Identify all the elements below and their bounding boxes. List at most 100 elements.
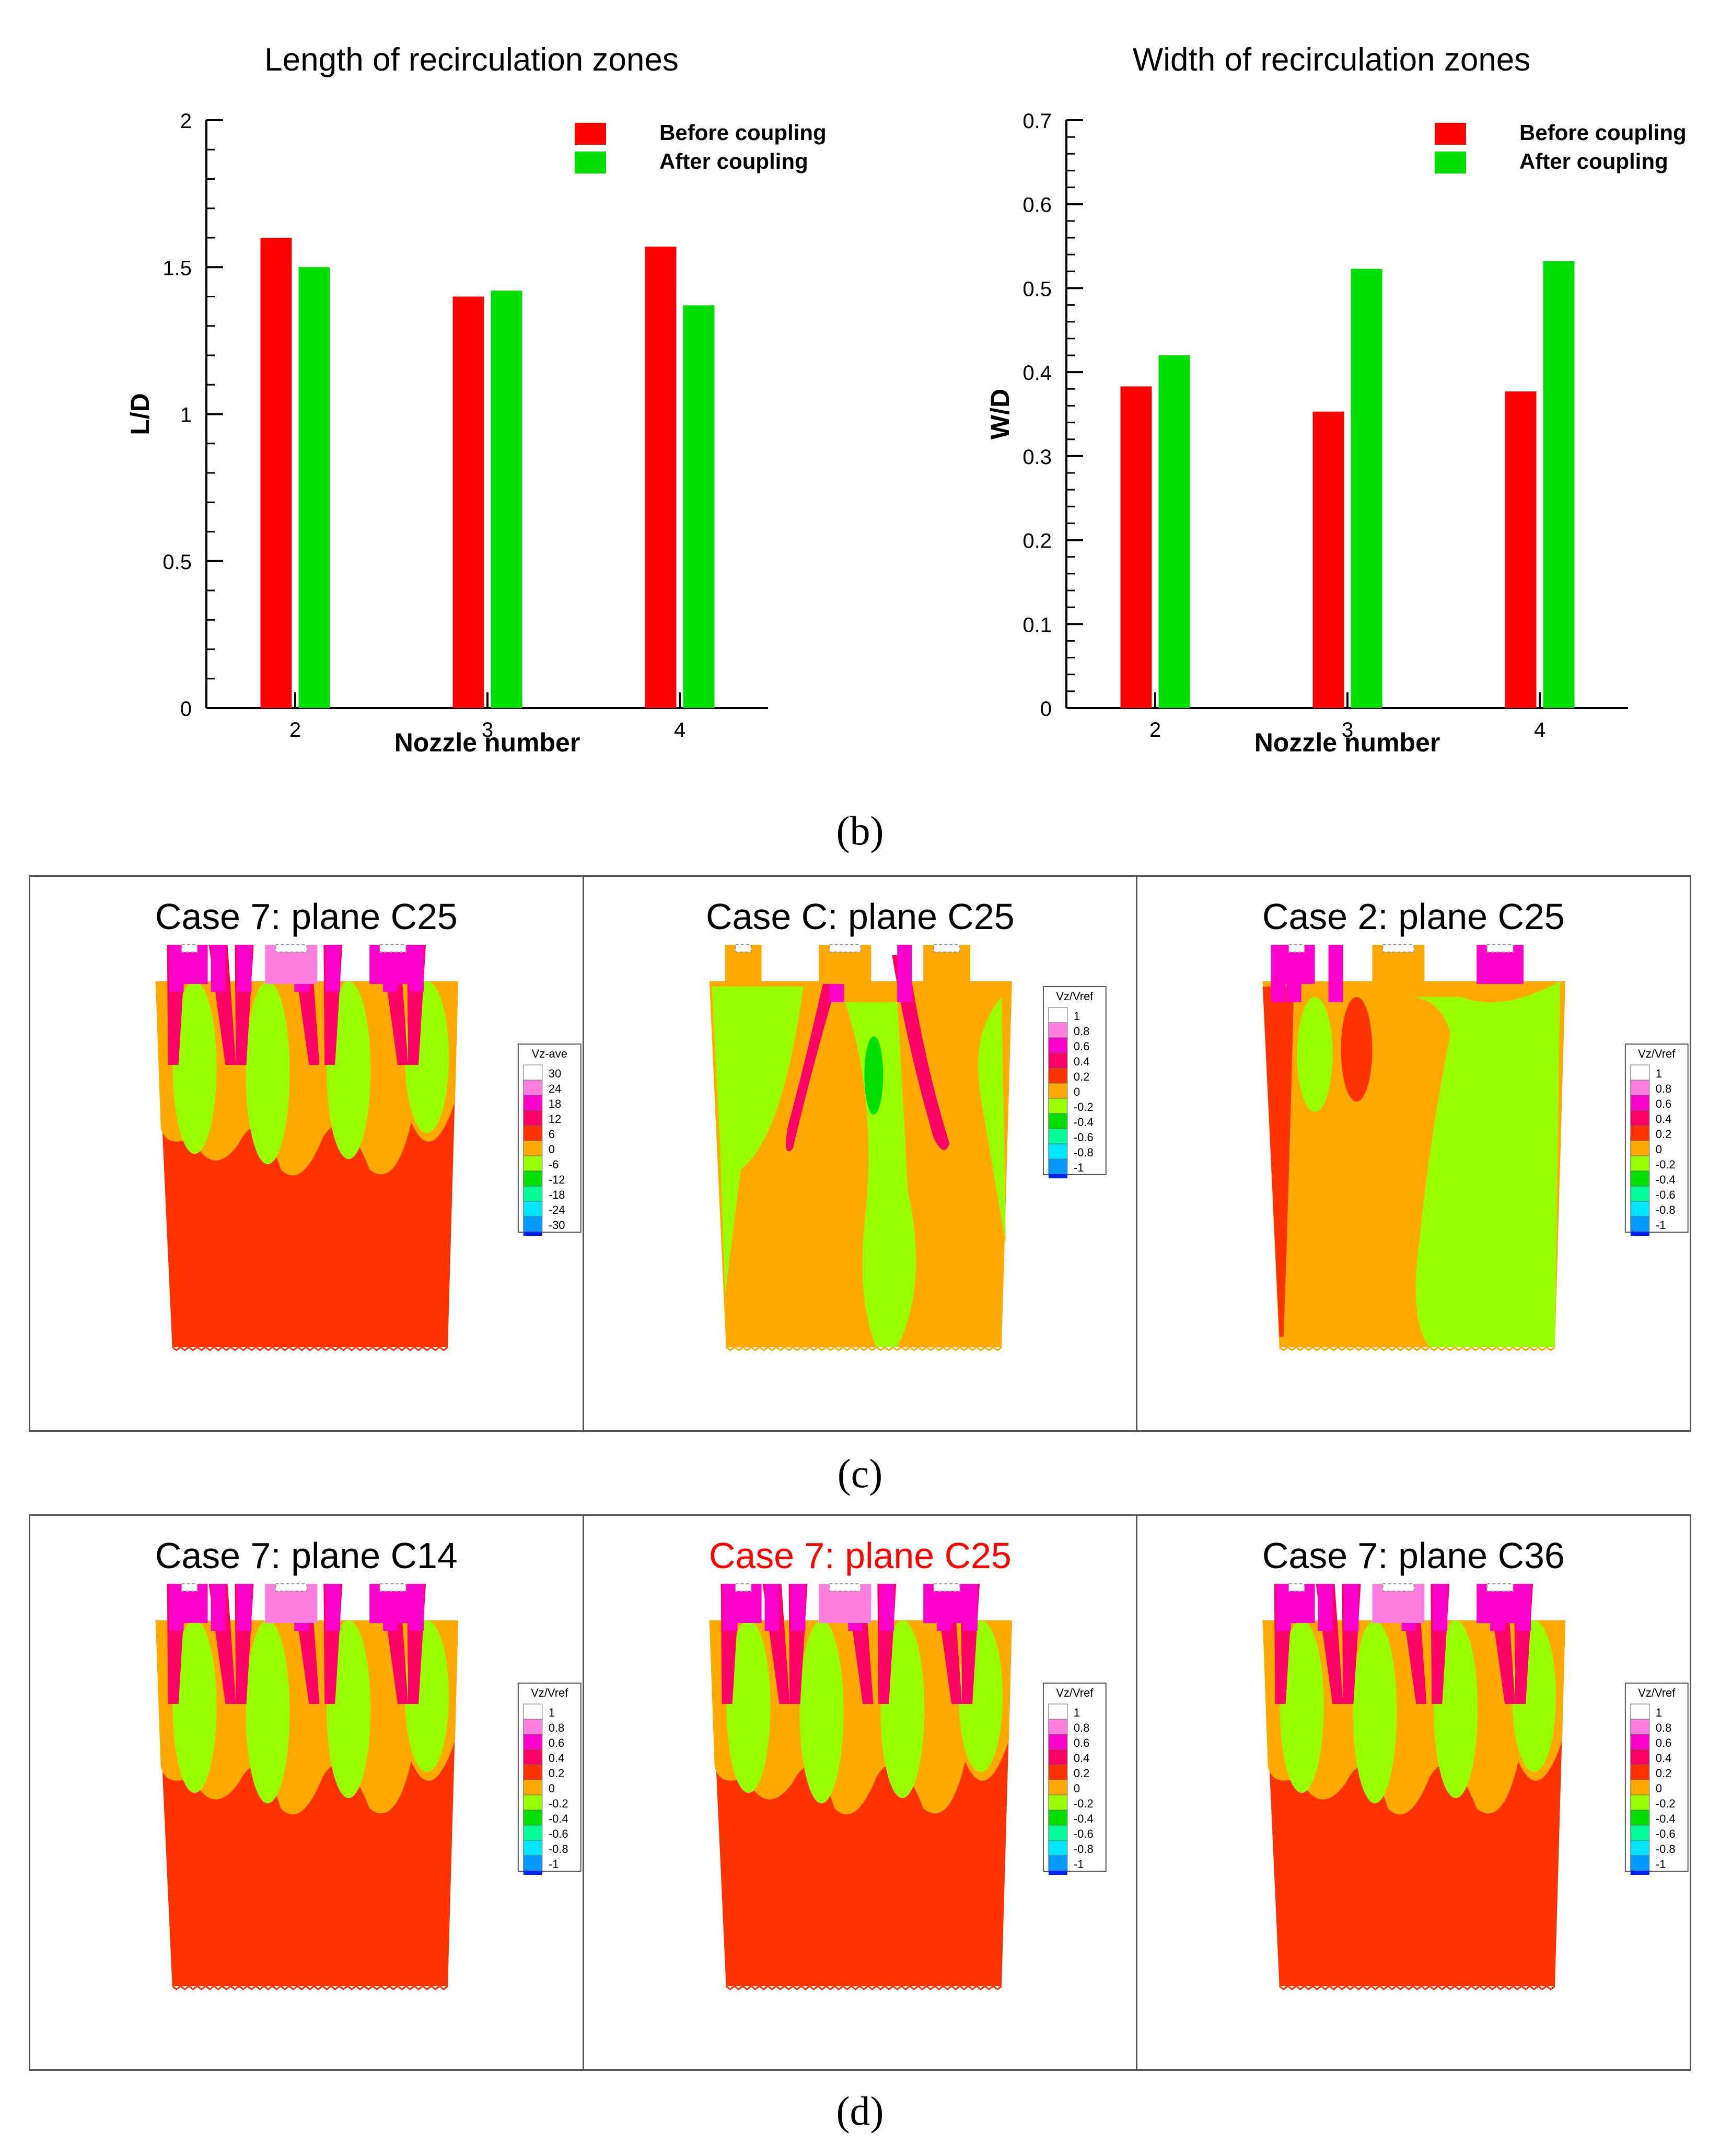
label-d: (d) [836, 2088, 884, 2134]
furnace-bottom-edge [1279, 1346, 1556, 1351]
legend-swatch [523, 1734, 543, 1750]
y-tick-label: 0 [180, 698, 192, 721]
legend-swatch [523, 1216, 543, 1232]
chart-title: Length of recirculation zones [264, 42, 679, 78]
contour-plot: Case 7: plane C25 Vz/Vref 1 0.8 0.6 0.4 0.2 0 -0… [709, 1535, 1107, 1990]
legend-value: -18 [549, 1188, 565, 1201]
legend-title: Vz/Vref [1056, 990, 1094, 1003]
y-tick-label: 0.7 [1022, 110, 1052, 133]
legend-swatch [1048, 1022, 1068, 1038]
legend-value: -0.2 [1656, 1158, 1676, 1171]
bar-before-coupling [1120, 386, 1152, 708]
nozzle-inlet [829, 944, 862, 953]
jet-plume [1263, 987, 1294, 1337]
legend-swatch [1048, 1037, 1068, 1053]
bar-before-coupling [1312, 411, 1344, 708]
legend-swatch [1630, 1764, 1650, 1780]
jet-core [326, 945, 341, 992]
contour-title: Case 7: plane C36 [1262, 1535, 1565, 1576]
contour-panel: Case 7: plane C25 Vz-ave 30 24 18 12 6 0 -6 -12 -1… [30, 877, 584, 1430]
jet-core [1318, 1584, 1333, 1631]
legend-value: -0.4 [1656, 1173, 1676, 1186]
legend-swatch [523, 1749, 543, 1765]
color-legend: Vz/Vref 1 0.8 0.6 0.4 0.2 0 -0.2 -0.4 -0.6 -0.8 -1 [1625, 1044, 1689, 1236]
legend-swatch [523, 1810, 543, 1826]
legend-value: -0.6 [1073, 1131, 1093, 1144]
legend-title: Vz/Vref [1638, 1686, 1676, 1699]
x-tick-label: 4 [1534, 718, 1545, 741]
contour-field [709, 1583, 1012, 1990]
bar-after-coupling [491, 291, 522, 708]
legend-value: -1 [1656, 1219, 1666, 1232]
legend-value: 0.4 [1073, 1055, 1089, 1068]
legend-swatch [1435, 152, 1466, 173]
legend-value: -30 [549, 1219, 565, 1232]
nozzle-inlet [181, 1583, 198, 1592]
legend-value: -1 [549, 1858, 559, 1871]
legend-title: Vz/Vref [1056, 1686, 1094, 1699]
bar-after-coupling [683, 305, 715, 708]
legend-value: 1 [1656, 1067, 1662, 1080]
nozzle-inlet [275, 944, 308, 953]
recirculation-core [246, 1620, 290, 1803]
legend-value: -0.6 [1656, 1188, 1676, 1201]
legend-value: 0.8 [1656, 1082, 1672, 1095]
furnace-bottom-edge [725, 1346, 1002, 1351]
legend-value: 1 [1073, 1706, 1079, 1719]
legend-value: 0.8 [1073, 1721, 1089, 1734]
legend-swatch [1630, 1064, 1650, 1081]
legend-swatch [1630, 1186, 1650, 1202]
legend-value: 0.6 [549, 1736, 565, 1749]
nozzle-inlet [1382, 944, 1415, 953]
color-legend: Vz/Vref 1 0.8 0.6 0.4 0.2 0 -0.2 -0.4 -0.6 -0.8 -1 [1042, 1683, 1107, 1875]
contour-plot: Case 2: plane C25 Vz/Vref 1 0.8 0.6 0.4 0.2 0 -0… [1262, 896, 1689, 1351]
contour-title: Case C: plane C25 [706, 896, 1015, 937]
furnace-bottom-edge [725, 1985, 1002, 1990]
label-b: (b) [836, 808, 884, 853]
bar-chart-svg: Length of recirculation zones 0 0.5 1 1.5 2 2 3… [125, 42, 827, 757]
contour-title: Case 7: plane C14 [155, 1535, 458, 1576]
legend-swatch [523, 1080, 543, 1096]
contour-plot: Case C: plane C25 Vz/Vref 1 0.8 0.6 0.4 0.2 0 -0… [706, 896, 1107, 1351]
bar-after-coupling [1351, 269, 1382, 708]
bar-after-coupling [1543, 261, 1575, 708]
nozzle-inlet [1382, 1583, 1415, 1592]
chart-width-recirculation: Width of recirculation zones 0 0.1 0.2 0.3 0.… [860, 21, 1720, 779]
bar-before-coupling [260, 238, 292, 708]
contour-title: Case 7: plane C25 [155, 896, 458, 937]
legend-swatch [523, 1110, 543, 1126]
legend-swatch [1048, 1703, 1068, 1720]
legend-value: -0.6 [549, 1827, 568, 1840]
legend-swatch [1048, 1158, 1068, 1175]
legend-swatch [1630, 1095, 1650, 1111]
legend-label: Before coupling [659, 120, 827, 145]
legend-value: -1 [1656, 1858, 1666, 1871]
legend-swatch [1048, 1719, 1068, 1735]
legend-value: 1 [1656, 1706, 1662, 1719]
nozzle-inlet [181, 944, 198, 953]
legend-swatch [523, 1855, 543, 1871]
y-tick-label: 1 [180, 404, 192, 427]
y-tick-label: 0.3 [1022, 446, 1052, 469]
legend-value: -12 [549, 1173, 565, 1186]
legend-swatch [1048, 1840, 1068, 1856]
y-axis-label: W/D [985, 389, 1015, 439]
legend-value: 0 [1656, 1143, 1662, 1156]
nozzle-inlet [1288, 1583, 1305, 1592]
y-tick-label: 0.4 [1022, 362, 1052, 385]
legend-swatch [1630, 1140, 1650, 1156]
legend-swatch [1630, 1840, 1650, 1856]
y-tick-label: 0.5 [1022, 277, 1052, 300]
legend-swatch [1630, 1794, 1650, 1811]
legend-value: -0.2 [549, 1797, 568, 1810]
recirculation-zone [978, 997, 1006, 1243]
y-tick-label: 0.6 [1022, 194, 1052, 217]
legend-value: 0.6 [1073, 1736, 1089, 1749]
legend-value: -0.8 [1073, 1146, 1093, 1159]
bar-before-coupling [645, 246, 677, 708]
nozzle-inlet [1288, 944, 1305, 953]
legend-swatch [523, 1825, 543, 1841]
legend-swatch [1048, 1052, 1068, 1069]
contour-field [155, 944, 458, 1351]
legend-value: -0.4 [1073, 1116, 1093, 1129]
